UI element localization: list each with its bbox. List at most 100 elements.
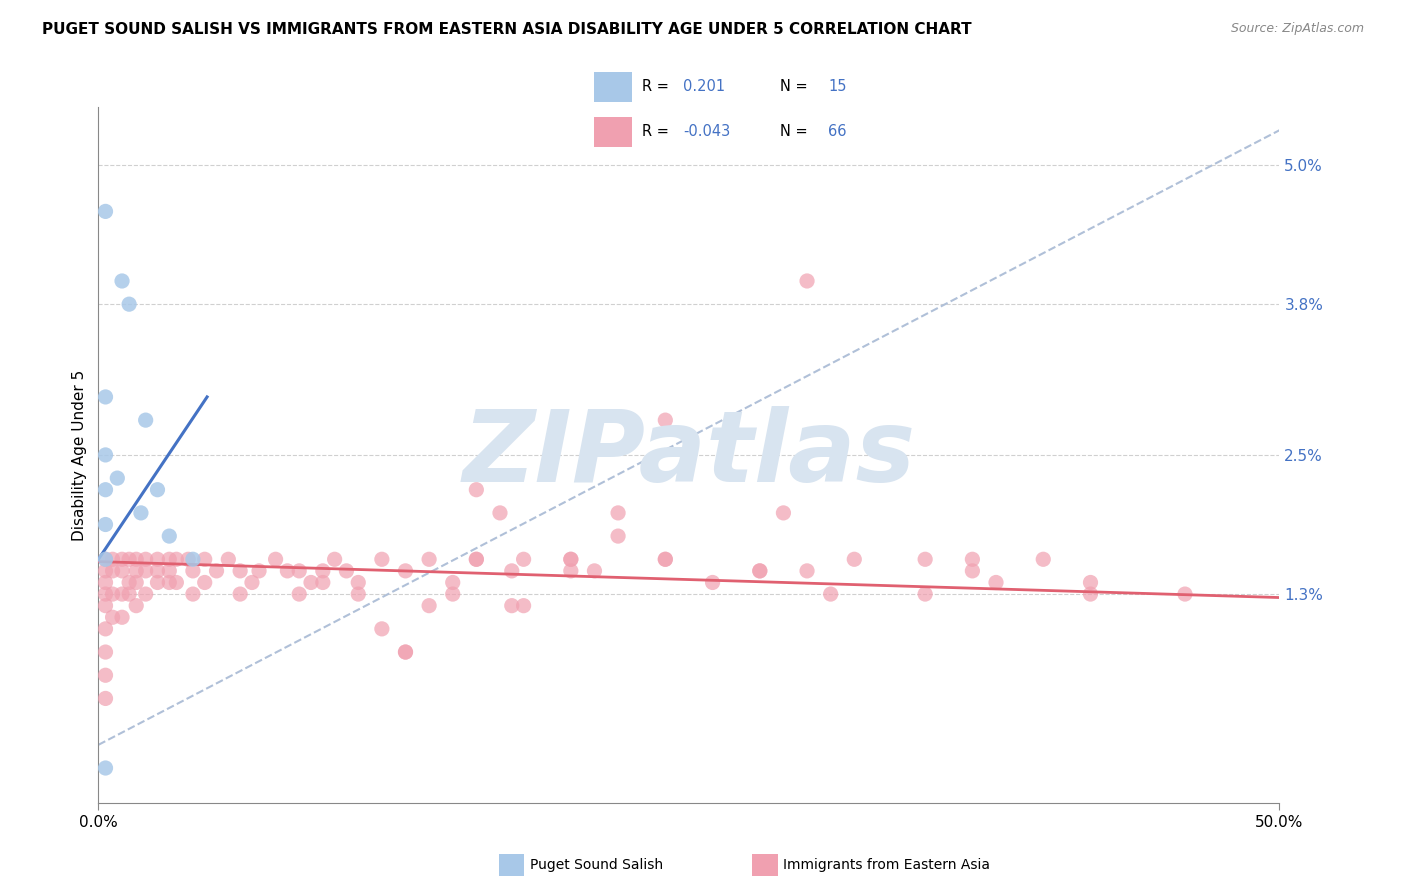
Point	[748, 564, 770, 578]
Point	[560, 552, 582, 566]
Point	[820, 587, 842, 601]
Point	[165, 552, 187, 566]
Point	[1174, 587, 1197, 601]
Bar	[593, 117, 631, 147]
Point	[347, 575, 370, 590]
Point	[146, 575, 169, 590]
Point	[335, 564, 357, 578]
Point	[772, 506, 794, 520]
Point	[240, 575, 263, 590]
Text: R =: R =	[643, 124, 673, 139]
Point	[146, 483, 169, 497]
Point	[914, 587, 936, 601]
Point	[276, 564, 298, 578]
Point	[94, 668, 117, 682]
Point	[748, 564, 770, 578]
Point	[441, 575, 464, 590]
Point	[288, 564, 311, 578]
Text: PUGET SOUND SALISH VS IMMIGRANTS FROM EASTERN ASIA DISABILITY AGE UNDER 5 CORREL: PUGET SOUND SALISH VS IMMIGRANTS FROM EA…	[42, 22, 972, 37]
Bar	[593, 72, 631, 102]
Point	[94, 645, 117, 659]
Point	[157, 564, 180, 578]
Point	[489, 506, 512, 520]
Point	[101, 552, 124, 566]
Point	[135, 564, 157, 578]
Point	[194, 552, 217, 566]
Point	[371, 622, 394, 636]
Point	[465, 552, 488, 566]
Point	[111, 552, 134, 566]
Point	[94, 448, 117, 462]
Point	[347, 587, 370, 601]
Point	[394, 564, 416, 578]
Point	[129, 506, 152, 520]
Point	[125, 564, 148, 578]
Point	[418, 552, 440, 566]
Point	[94, 691, 117, 706]
Point	[560, 564, 582, 578]
Point	[181, 564, 204, 578]
Point	[94, 517, 117, 532]
Point	[165, 575, 187, 590]
Point	[323, 552, 346, 566]
Point	[125, 599, 148, 613]
Text: Puget Sound Salish: Puget Sound Salish	[530, 858, 664, 872]
Point	[101, 587, 124, 601]
Point	[111, 564, 134, 578]
Text: N =: N =	[780, 79, 813, 95]
Point	[418, 599, 440, 613]
Point	[1032, 552, 1054, 566]
Point	[654, 552, 676, 566]
Point	[101, 564, 124, 578]
Point	[94, 483, 117, 497]
Point	[299, 575, 322, 590]
Point	[101, 610, 124, 624]
Point	[654, 552, 676, 566]
Point	[501, 599, 523, 613]
Point	[94, 575, 117, 590]
Point	[105, 471, 128, 485]
Point	[1080, 575, 1102, 590]
Point	[962, 564, 984, 578]
Point	[118, 297, 141, 311]
Point	[962, 552, 984, 566]
Point	[94, 552, 117, 566]
Point	[465, 483, 488, 497]
Point	[125, 552, 148, 566]
Point	[94, 204, 117, 219]
Point	[394, 645, 416, 659]
Point	[177, 552, 200, 566]
Point	[94, 761, 117, 775]
Text: 66: 66	[828, 124, 846, 139]
Point	[205, 564, 228, 578]
Point	[181, 552, 204, 566]
Point	[94, 622, 117, 636]
Point	[217, 552, 239, 566]
Text: 0.201: 0.201	[683, 79, 725, 95]
Point	[118, 587, 141, 601]
Point	[94, 552, 117, 566]
Point	[229, 564, 252, 578]
Point	[1080, 587, 1102, 601]
Point	[247, 564, 270, 578]
Point	[371, 552, 394, 566]
Text: ZIPatlas: ZIPatlas	[463, 407, 915, 503]
Point	[229, 587, 252, 601]
Point	[146, 564, 169, 578]
Point	[157, 575, 180, 590]
Point	[914, 552, 936, 566]
Point	[288, 587, 311, 601]
Point	[984, 575, 1007, 590]
Point	[512, 552, 534, 566]
Point	[583, 564, 606, 578]
Text: N =: N =	[780, 124, 813, 139]
Point	[607, 506, 630, 520]
Point	[796, 274, 818, 288]
Point	[465, 552, 488, 566]
Point	[702, 575, 724, 590]
Point	[844, 552, 866, 566]
Point	[441, 587, 464, 601]
Text: R =: R =	[643, 79, 673, 95]
Point	[94, 390, 117, 404]
Point	[312, 564, 335, 578]
